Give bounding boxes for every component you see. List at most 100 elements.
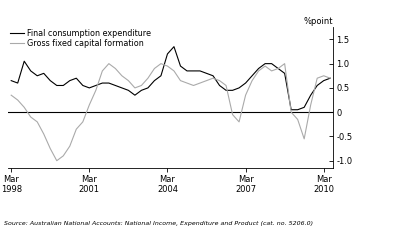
Gross fixed capital formation: [133, 86, 137, 89]
Gross fixed capital formation: [198, 82, 202, 84]
Final consumption expenditure: [308, 94, 313, 96]
Text: Source: Australian National Accounts: National Income, Expenditure and Product (: Source: Australian National Accounts: Na…: [4, 221, 313, 226]
Gross fixed capital formation: [22, 106, 27, 109]
Gross fixed capital formation: [321, 74, 326, 77]
Final consumption expenditure: [282, 72, 287, 75]
Gross fixed capital formation: [9, 94, 13, 96]
Final consumption expenditure: [204, 72, 209, 75]
Final consumption expenditure: [263, 62, 268, 65]
Final consumption expenditure: [276, 67, 281, 70]
Final consumption expenditure: [302, 106, 306, 109]
Legend: Final consumption expenditure, Gross fixed capital formation: Final consumption expenditure, Gross fix…: [9, 28, 152, 49]
Gross fixed capital formation: [250, 79, 254, 82]
Final consumption expenditure: [243, 82, 248, 84]
Final consumption expenditure: [165, 53, 170, 55]
Final consumption expenditure: [139, 89, 144, 92]
Gross fixed capital formation: [178, 79, 183, 82]
Gross fixed capital formation: [230, 113, 235, 116]
Final consumption expenditure: [198, 69, 202, 72]
Final consumption expenditure: [81, 84, 85, 87]
Gross fixed capital formation: [243, 94, 248, 96]
Final consumption expenditure: [230, 89, 235, 92]
Gross fixed capital formation: [282, 62, 287, 65]
Final consumption expenditure: [152, 79, 157, 82]
Gross fixed capital formation: [41, 133, 46, 135]
Gross fixed capital formation: [289, 111, 293, 114]
Final consumption expenditure: [35, 74, 40, 77]
Final consumption expenditure: [237, 86, 241, 89]
Final consumption expenditure: [256, 67, 261, 70]
Gross fixed capital formation: [204, 79, 209, 82]
Gross fixed capital formation: [100, 69, 105, 72]
Final consumption expenditure: [74, 77, 79, 79]
Gross fixed capital formation: [146, 77, 150, 79]
Gross fixed capital formation: [158, 62, 163, 65]
Final consumption expenditure: [93, 84, 98, 87]
Final consumption expenditure: [269, 62, 274, 65]
Final consumption expenditure: [9, 79, 13, 82]
Final consumption expenditure: [321, 79, 326, 82]
Gross fixed capital formation: [35, 121, 40, 123]
Gross fixed capital formation: [61, 155, 66, 157]
Gross fixed capital formation: [28, 116, 33, 118]
Gross fixed capital formation: [211, 77, 216, 79]
Final consumption expenditure: [146, 86, 150, 89]
Gross fixed capital formation: [74, 128, 79, 131]
Final consumption expenditure: [224, 89, 228, 92]
Gross fixed capital formation: [87, 104, 92, 106]
Final consumption expenditure: [61, 84, 66, 87]
Gross fixed capital formation: [315, 77, 320, 79]
Gross fixed capital formation: [119, 74, 124, 77]
Gross fixed capital formation: [269, 69, 274, 72]
Final consumption expenditure: [22, 60, 27, 63]
Gross fixed capital formation: [165, 65, 170, 67]
Gross fixed capital formation: [263, 65, 268, 67]
Gross fixed capital formation: [276, 67, 281, 70]
Line: Final consumption expenditure: Final consumption expenditure: [11, 47, 330, 110]
Gross fixed capital formation: [217, 79, 222, 82]
Gross fixed capital formation: [256, 69, 261, 72]
Final consumption expenditure: [67, 79, 72, 82]
Final consumption expenditure: [191, 69, 196, 72]
Gross fixed capital formation: [302, 138, 306, 140]
Gross fixed capital formation: [126, 79, 131, 82]
Final consumption expenditure: [328, 77, 333, 79]
Final consumption expenditure: [133, 94, 137, 96]
Gross fixed capital formation: [48, 147, 53, 150]
Final consumption expenditure: [54, 84, 59, 87]
Gross fixed capital formation: [172, 69, 176, 72]
Final consumption expenditure: [158, 74, 163, 77]
Final consumption expenditure: [28, 69, 33, 72]
Final consumption expenditure: [113, 84, 118, 87]
Gross fixed capital formation: [54, 159, 59, 162]
Final consumption expenditure: [315, 84, 320, 87]
Final consumption expenditure: [126, 89, 131, 92]
Final consumption expenditure: [41, 72, 46, 75]
Final consumption expenditure: [106, 82, 111, 84]
Final consumption expenditure: [289, 108, 293, 111]
Gross fixed capital formation: [81, 121, 85, 123]
Gross fixed capital formation: [106, 62, 111, 65]
Gross fixed capital formation: [139, 84, 144, 87]
Text: %point: %point: [304, 17, 333, 26]
Final consumption expenditure: [48, 79, 53, 82]
Final consumption expenditure: [217, 84, 222, 87]
Gross fixed capital formation: [295, 118, 300, 121]
Final consumption expenditure: [211, 74, 216, 77]
Final consumption expenditure: [250, 74, 254, 77]
Final consumption expenditure: [119, 86, 124, 89]
Gross fixed capital formation: [93, 89, 98, 92]
Final consumption expenditure: [15, 82, 20, 84]
Final consumption expenditure: [172, 45, 176, 48]
Final consumption expenditure: [178, 65, 183, 67]
Gross fixed capital formation: [113, 67, 118, 70]
Line: Gross fixed capital formation: Gross fixed capital formation: [11, 64, 330, 161]
Final consumption expenditure: [295, 108, 300, 111]
Gross fixed capital formation: [191, 84, 196, 87]
Gross fixed capital formation: [152, 67, 157, 70]
Final consumption expenditure: [185, 69, 189, 72]
Gross fixed capital formation: [237, 121, 241, 123]
Gross fixed capital formation: [67, 145, 72, 148]
Final consumption expenditure: [100, 82, 105, 84]
Gross fixed capital formation: [185, 82, 189, 84]
